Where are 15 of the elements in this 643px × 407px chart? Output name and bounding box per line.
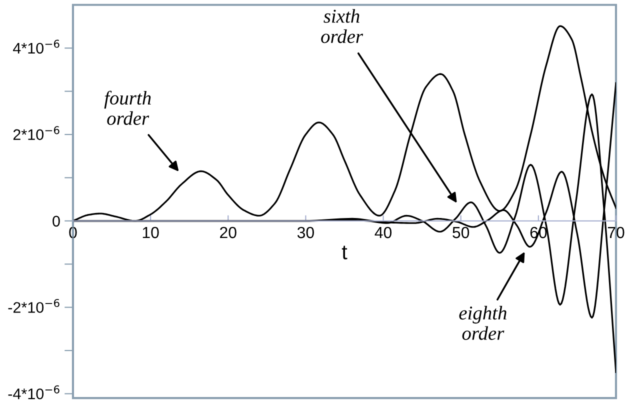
x-tick-label: 30 bbox=[297, 226, 314, 238]
x-tick-label: 40 bbox=[374, 226, 392, 238]
x-tick-label: 10 bbox=[142, 226, 159, 238]
y-tick-label: 4*10$^{−6}$ bbox=[13, 40, 60, 54]
x-tick-label: 20 bbox=[220, 226, 236, 238]
y-tick-label: -4*10$^{−6}$ bbox=[8, 385, 60, 400]
y-tick-label: -2*10$^{−6}$ bbox=[8, 298, 60, 313]
x-axis-title: t bbox=[342, 246, 348, 260]
x-tick-label: 50 bbox=[452, 226, 470, 238]
annotation: fourth order bbox=[104, 90, 151, 125]
annotation: sixth order bbox=[321, 9, 364, 44]
y-tick-label: 0 bbox=[52, 216, 60, 227]
annotation: eighth order bbox=[459, 306, 506, 340]
y-tick-label: 2*10$^{−6}$ bbox=[13, 126, 60, 140]
x-tick-label: 70 bbox=[608, 226, 624, 238]
